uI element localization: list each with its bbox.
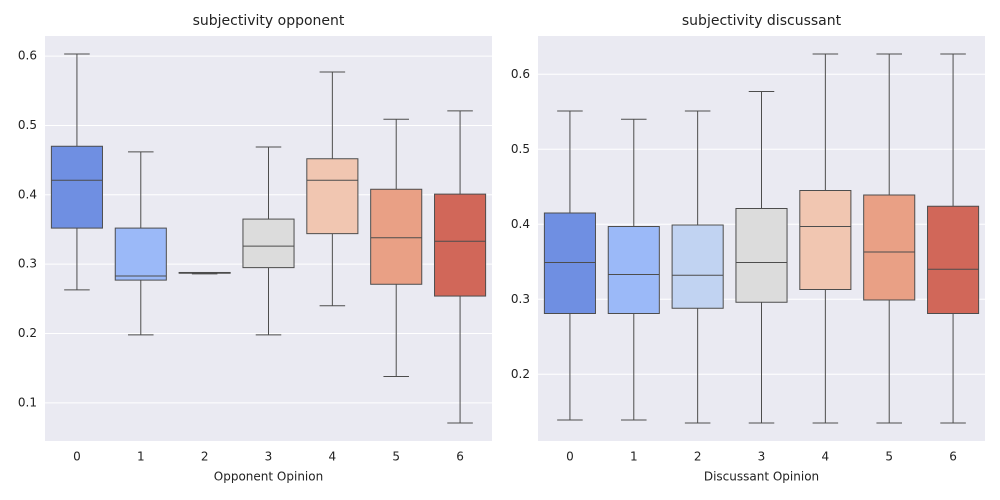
- x-tick-label: 4: [329, 450, 337, 464]
- box: [114, 227, 167, 281]
- box: [543, 212, 596, 314]
- box: [607, 226, 660, 314]
- box: [927, 205, 980, 314]
- x-tick-label: 6: [456, 450, 464, 464]
- y-tick-label: 0.2: [18, 326, 37, 340]
- x-tick-label: 2: [201, 450, 209, 464]
- chart-title: subjectivity discussant: [682, 13, 842, 29]
- box: [242, 218, 295, 269]
- x-tick-label: 3: [265, 450, 273, 464]
- x-tick-label: 2: [694, 450, 702, 464]
- box: [799, 190, 852, 290]
- box: [434, 193, 487, 297]
- y-tick-label: 0.6: [18, 49, 37, 63]
- box: [370, 188, 423, 285]
- x-tick-label: 5: [392, 450, 400, 464]
- box: [306, 158, 359, 235]
- y-tick-label: 0.3: [511, 292, 530, 306]
- box: [863, 194, 916, 301]
- box: [671, 224, 724, 309]
- y-tick-label: 0.4: [511, 217, 530, 231]
- x-tick-label: 6: [949, 450, 957, 464]
- y-tick-label: 0.5: [511, 142, 530, 156]
- x-tick-label: 0: [73, 450, 81, 464]
- y-tick-label: 0.4: [18, 187, 37, 201]
- x-tick-label: 3: [758, 450, 766, 464]
- x-axis-label: Discussant Opinion: [704, 470, 819, 484]
- x-tick-label: 1: [630, 450, 638, 464]
- y-tick-label: 0.6: [511, 67, 530, 81]
- x-tick-label: 0: [566, 450, 574, 464]
- y-tick-label: 0.2: [511, 367, 530, 381]
- x-tick-label: 4: [822, 450, 830, 464]
- x-tick-label: 5: [885, 450, 893, 464]
- x-axis-label: Opponent Opinion: [214, 470, 323, 484]
- y-tick-label: 0.3: [18, 257, 37, 271]
- box: [735, 208, 788, 303]
- chart-title: subjectivity opponent: [193, 13, 345, 29]
- y-tick-label: 0.5: [18, 118, 37, 132]
- y-tick-label: 0.1: [18, 395, 37, 409]
- box: [50, 145, 103, 229]
- x-tick-label: 1: [137, 450, 145, 464]
